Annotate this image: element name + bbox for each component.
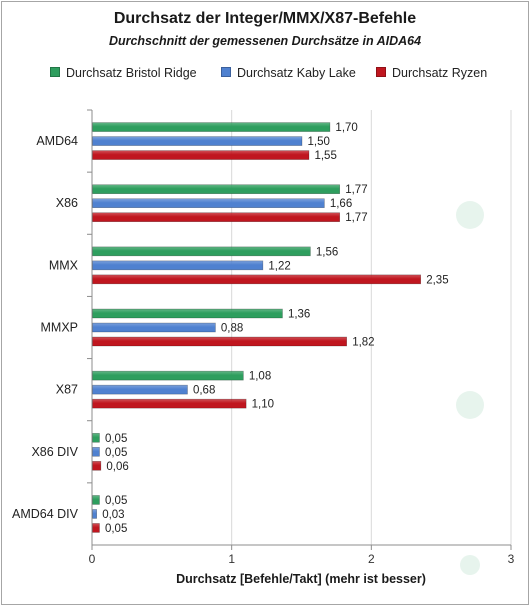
bar	[92, 136, 303, 146]
bar	[92, 198, 325, 209]
category-label: MMX	[49, 258, 79, 272]
chart-subtitle: Durchschnitt der gemessenen Durchsätze i…	[108, 34, 422, 48]
bar	[92, 398, 247, 409]
data-label: 0,68	[193, 385, 215, 397]
x-tick-label: 1	[228, 552, 235, 566]
data-label: 0,05	[105, 523, 127, 535]
legend-label-ryzen: Durchsatz Ryzen	[392, 66, 488, 80]
data-label: 1,56	[316, 246, 338, 258]
legend-item-bristol-ridge: Durchsatz Bristol Ridge	[50, 66, 197, 80]
legend-swatch-kaby-lake	[221, 67, 231, 77]
data-label: 0,05	[105, 495, 127, 507]
axes: 0 1 2 3 AMD64 X86 MMX MMXP X87 X86 DIV AMD64 DIV	[12, 109, 515, 566]
bar	[92, 260, 264, 271]
category-label: MMXP	[41, 321, 79, 335]
x-tick-label: 0	[89, 552, 96, 566]
x-tick-label: 2	[368, 552, 375, 566]
data-label: 0,88	[221, 323, 243, 335]
bar	[92, 336, 347, 347]
x-tick-label: 3	[508, 552, 515, 566]
bar	[92, 246, 311, 257]
category-label: X87	[56, 383, 78, 397]
data-labels: 1,70 1,50 1,55 1,77 1,66 1,77 1,56 1,22 2,35 1,36…	[102, 122, 448, 535]
data-label: 0,06	[106, 461, 128, 473]
data-label: 1,08	[249, 371, 271, 383]
legend-label-kaby-lake: Durchsatz Kaby Lake	[237, 66, 356, 80]
data-label: 1,82	[352, 337, 374, 349]
bar	[92, 308, 283, 319]
category-label: AMD64	[36, 134, 78, 148]
legend-item-kaby-lake: Durchsatz Kaby Lake	[221, 66, 356, 80]
data-label: 1,77	[345, 184, 367, 196]
bar	[92, 274, 422, 285]
bar	[92, 322, 216, 333]
data-label: 1,70	[335, 122, 357, 134]
data-label: 0,05	[105, 433, 127, 445]
data-label: 1,66	[330, 198, 352, 210]
bar	[92, 460, 102, 471]
category-label: X86 DIV	[31, 445, 78, 459]
category-label: AMD64 DIV	[12, 507, 79, 521]
chart-legend: Durchsatz Bristol Ridge Durchsatz Kaby L…	[0, 66, 530, 84]
data-label: 1,36	[288, 309, 310, 321]
bar	[92, 523, 100, 533]
category-label: X86	[56, 196, 78, 210]
bar	[92, 370, 244, 381]
bar	[92, 509, 97, 519]
legend-swatch-ryzen	[376, 67, 386, 77]
data-label: 0,03	[102, 509, 124, 521]
data-label: 1,50	[308, 136, 330, 148]
legend-label-bristol-ridge: Durchsatz Bristol Ridge	[66, 66, 197, 80]
data-label: 0,05	[105, 447, 127, 459]
data-label: 1,10	[252, 399, 274, 411]
bar	[92, 432, 100, 443]
bar	[92, 122, 331, 132]
chart-title: Durchsatz der Integer/MMX/X87-Befehle	[113, 10, 417, 27]
data-label: 1,77	[345, 212, 367, 224]
bar	[92, 212, 341, 223]
legend-item-ryzen: Durchsatz Ryzen	[376, 66, 487, 80]
data-label: 2,35	[426, 274, 448, 286]
legend-swatch-bristol-ridge	[50, 67, 60, 77]
bar	[92, 384, 188, 395]
bar	[92, 446, 100, 457]
bars	[92, 122, 422, 533]
bar	[92, 495, 100, 505]
bar	[92, 150, 310, 160]
data-label: 1,55	[314, 150, 336, 162]
data-label: 1,22	[268, 260, 290, 272]
x-axis-label: Durchsatz [Befehle/Takt] (mehr ist besse…	[176, 572, 426, 586]
gridlines	[231, 110, 512, 545]
bar	[92, 184, 341, 195]
